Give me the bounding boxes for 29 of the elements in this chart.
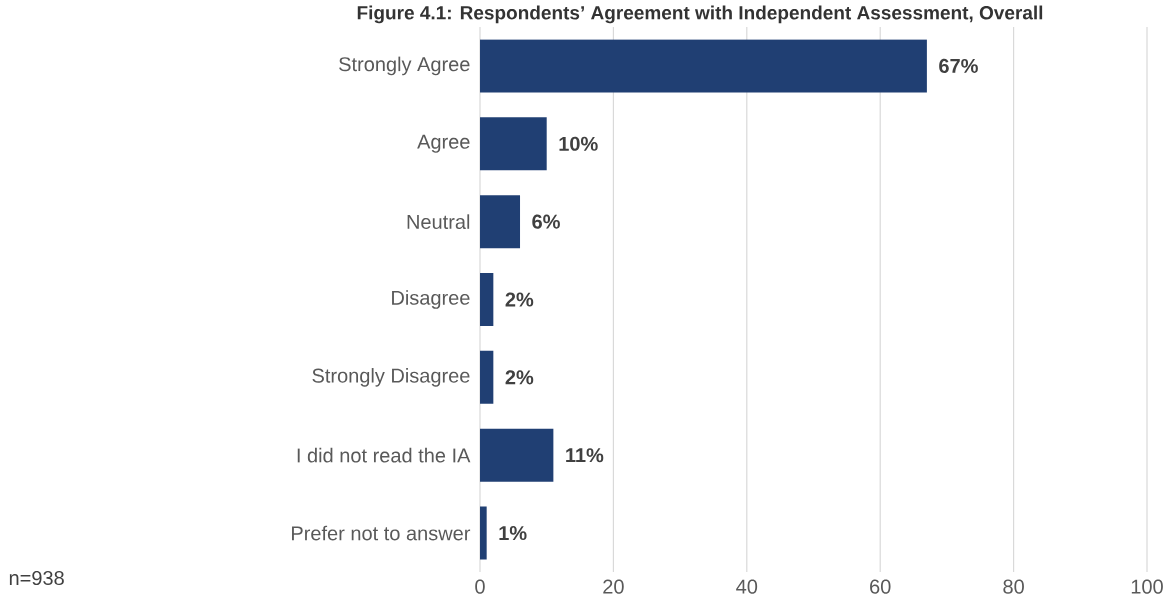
x-tick-label: 60 bbox=[870, 579, 891, 594]
y-tick-label: I did not read the IA bbox=[297, 447, 471, 463]
data-label: 67% bbox=[939, 58, 978, 74]
y-tick-label: Prefer not to answer bbox=[292, 525, 471, 541]
bar bbox=[480, 117, 547, 171]
chart-title: Figure 4.1: Respondents’ Agreement with Independent Assessment, Overall bbox=[357, 5, 1043, 24]
data-label: 6% bbox=[532, 214, 560, 229]
x-tick-label: 20 bbox=[603, 579, 624, 594]
y-tick-label: Strongly Disagree bbox=[312, 368, 470, 387]
x-tick-label: 0 bbox=[475, 579, 485, 594]
data-label: 11% bbox=[566, 448, 604, 463]
data-label: 10% bbox=[559, 136, 598, 151]
x-tick-label: 40 bbox=[736, 579, 758, 594]
data-label: 1% bbox=[499, 526, 527, 541]
x-tick-label: 80 bbox=[1003, 579, 1024, 594]
bar bbox=[480, 350, 494, 404]
y-tick-label: Neutral bbox=[407, 214, 470, 229]
data-label: 2% bbox=[505, 292, 534, 307]
data-label: 2% bbox=[505, 370, 534, 385]
bar bbox=[480, 428, 554, 482]
bar bbox=[480, 506, 487, 560]
x-tick-label: 100 bbox=[1131, 579, 1163, 594]
bar bbox=[480, 195, 521, 249]
text: n=938 bbox=[9, 570, 64, 586]
bar bbox=[480, 273, 494, 326]
y-tick-label: Disagree bbox=[392, 290, 470, 309]
bar bbox=[480, 39, 927, 93]
y-tick-label: Strongly Agree bbox=[339, 56, 470, 76]
y-tick-label: Agree bbox=[417, 134, 470, 153]
